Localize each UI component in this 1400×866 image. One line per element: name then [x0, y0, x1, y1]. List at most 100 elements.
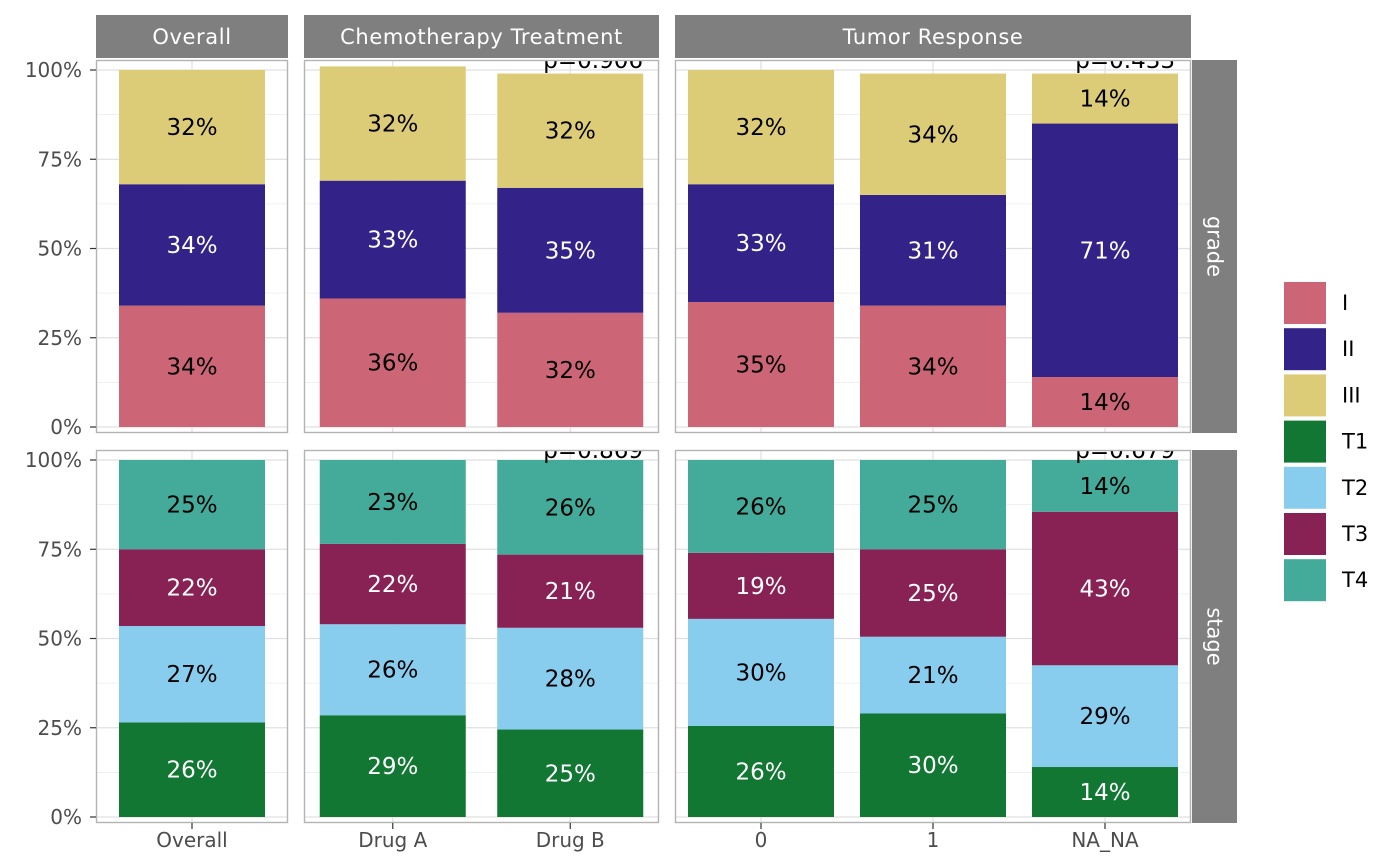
- panel-border: [95, 449, 289, 824]
- y-tick-label: 50%: [38, 237, 82, 261]
- bar-data-label: 32%: [735, 115, 786, 141]
- legend-label: I: [1342, 291, 1348, 315]
- bar-segment-t2: [119, 626, 265, 723]
- bar-segment-t2: [497, 627, 644, 730]
- p-value-label: p=0.869: [543, 438, 643, 464]
- legend-key-iii: [1284, 374, 1326, 417]
- column-facet-strip: [675, 15, 1191, 58]
- bar-segment-t1: [860, 713, 1006, 817]
- y-tick-label: 25%: [38, 716, 82, 740]
- bar-segment-ii: [497, 187, 644, 313]
- bar-segment-i: [319, 298, 466, 427]
- bar-segment-t4: [860, 460, 1006, 550]
- p-value-label: p=0.679: [1075, 438, 1175, 464]
- column-facet-title: Chemotherapy Treatment: [340, 25, 623, 49]
- legend-key-t1: [1284, 420, 1326, 463]
- bar-data-label: 35%: [545, 238, 596, 264]
- bar-data-label: 19%: [735, 574, 786, 600]
- bar-segment-t2: [688, 618, 834, 726]
- bar-segment-i: [860, 305, 1006, 427]
- bar-data-label: 32%: [545, 119, 596, 145]
- x-tick-label: Overall: [156, 828, 227, 852]
- bar-segment-ii: [119, 184, 265, 306]
- bar-data-label: 22%: [367, 572, 418, 598]
- panel-border: [303, 449, 660, 824]
- bar-data-label: 26%: [367, 658, 418, 684]
- bar-data-label: 31%: [907, 238, 958, 264]
- legend-label: T2: [1341, 476, 1368, 500]
- bar-segment-t2: [319, 624, 466, 716]
- bar-segment-ii: [688, 184, 834, 303]
- bar-segment-t1: [319, 715, 466, 817]
- legend-label: T1: [1341, 430, 1368, 454]
- legend-key-t2: [1284, 466, 1326, 509]
- bar-data-label: 32%: [367, 112, 418, 138]
- y-tick-label: 100%: [25, 448, 82, 472]
- bar-data-label: 32%: [166, 115, 217, 141]
- bar-segment-t3: [1032, 511, 1178, 666]
- y-tick-label: 0%: [50, 415, 82, 439]
- bar-segment-t1: [1032, 767, 1178, 817]
- p-value-label: p=0.433: [1075, 48, 1175, 74]
- bar-data-label: 43%: [1079, 577, 1130, 603]
- bar-segment-t3: [319, 543, 466, 625]
- column-facet-strip: [96, 15, 288, 58]
- bar-data-label: 30%: [735, 660, 786, 686]
- bar-data-label: 34%: [166, 233, 217, 259]
- bar-data-label: 22%: [166, 576, 217, 602]
- bar-segment-t1: [497, 729, 644, 817]
- bar-data-label: 26%: [166, 758, 217, 784]
- bar-segment-t4: [688, 460, 834, 553]
- bar-data-label: 25%: [907, 581, 958, 607]
- bar-segment-t1: [688, 725, 834, 817]
- row-facet-strip: [1192, 450, 1237, 823]
- bar-data-label: 25%: [166, 493, 217, 519]
- bar-segment-i: [497, 312, 644, 427]
- bar-segment-iii: [688, 70, 834, 185]
- bar-segment-ii: [1032, 123, 1178, 378]
- panel-border: [95, 59, 289, 434]
- bar-data-label: 36%: [367, 351, 418, 377]
- y-tick-label: 50%: [38, 627, 82, 651]
- bar-data-label: 14%: [1079, 780, 1130, 806]
- bar-segment-i: [119, 305, 265, 427]
- bar-data-label: 33%: [367, 228, 418, 254]
- bar-segment-t2: [860, 636, 1006, 714]
- legend-key-t4: [1284, 559, 1326, 602]
- bar-data-label: 21%: [907, 663, 958, 689]
- legend-key-t3: [1284, 513, 1326, 555]
- bar-segment-t3: [119, 549, 265, 627]
- p-value-label: p=0.906: [543, 48, 643, 74]
- bar-segment-iii: [497, 73, 644, 188]
- bar-data-label: 34%: [166, 354, 217, 380]
- y-tick-label: 25%: [38, 326, 82, 350]
- legend-label: T3: [1341, 522, 1368, 546]
- bar-data-label: 21%: [545, 579, 596, 605]
- legend-key-i: [1284, 282, 1326, 324]
- bar-segment-iii: [319, 66, 466, 181]
- y-tick-label: 0%: [50, 805, 82, 829]
- y-tick-label: 100%: [25, 58, 82, 82]
- panel-border: [674, 59, 1192, 434]
- y-tick-label: 75%: [38, 147, 82, 171]
- bar-segment-t3: [688, 552, 834, 619]
- bar-data-label: 14%: [1079, 390, 1130, 416]
- bar-data-label: 71%: [1079, 238, 1130, 264]
- bar-segment-t3: [860, 549, 1006, 637]
- x-tick-label: Drug A: [358, 828, 427, 852]
- column-facet-title: Tumor Response: [842, 25, 1024, 49]
- legend-label: T4: [1341, 568, 1368, 592]
- y-tick-label: 75%: [38, 537, 82, 561]
- bar-segment-ii: [319, 180, 466, 299]
- bar-data-label: 35%: [735, 353, 786, 379]
- bar-segment-t4: [119, 460, 265, 550]
- bar-data-label: 27%: [166, 662, 217, 688]
- bar-data-label: 34%: [907, 354, 958, 380]
- bar-segment-iii: [119, 70, 265, 185]
- bar-segment-t1: [119, 722, 265, 817]
- column-facet-strip: [304, 15, 659, 58]
- bar-data-label: 26%: [735, 759, 786, 785]
- bar-data-label: 34%: [907, 122, 958, 148]
- legend-label: III: [1342, 383, 1361, 407]
